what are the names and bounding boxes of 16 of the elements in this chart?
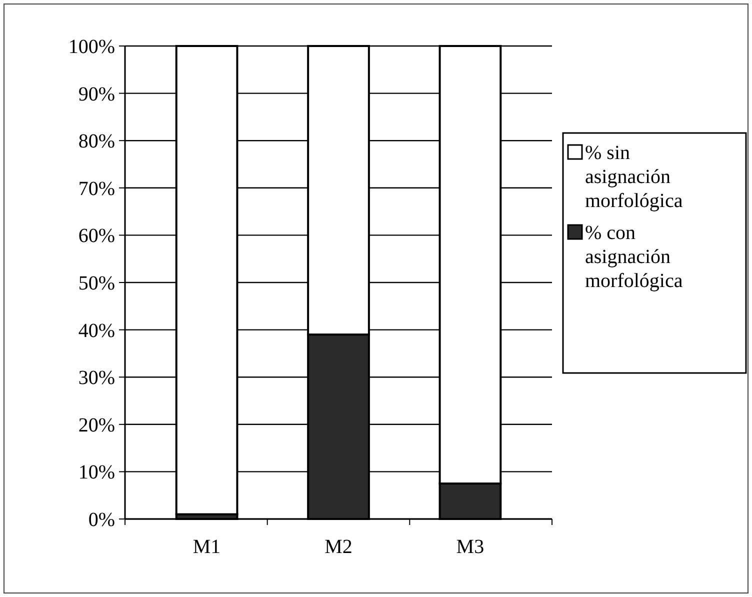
x-tick-label: M2 <box>324 536 352 558</box>
y-tick-label: 40% <box>78 320 115 342</box>
x-tick-label: M3 <box>456 536 484 558</box>
y-tick-label: 70% <box>78 178 115 200</box>
y-tick-label: 30% <box>78 367 115 390</box>
y-tick-label: 10% <box>78 462 115 484</box>
y-tick-label: 20% <box>78 414 115 436</box>
y-tick-label: 100% <box>68 36 115 58</box>
y-tick-label: 90% <box>78 83 115 106</box>
legend-label: % con asignación morfológica <box>585 222 683 292</box>
y-tick-label: 0% <box>88 509 115 531</box>
x-tick-label: M1 <box>192 536 221 558</box>
legend-label: % sin asignación morfológica <box>585 142 683 212</box>
y-tick-label: 60% <box>78 225 115 248</box>
y-tick-label: 50% <box>78 272 115 294</box>
y-tick-label: 80% <box>78 130 115 153</box>
